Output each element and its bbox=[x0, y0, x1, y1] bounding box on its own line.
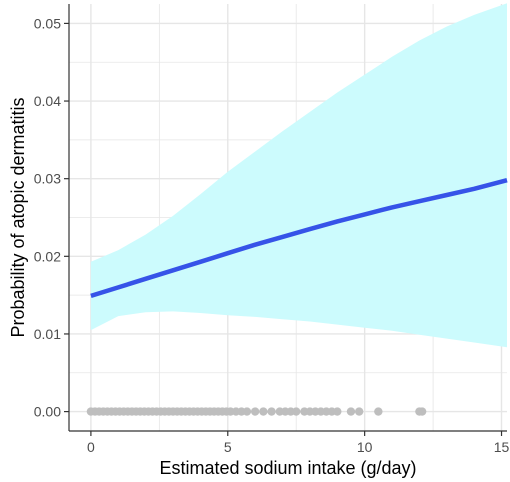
observation-point bbox=[250, 407, 260, 416]
axes bbox=[64, 4, 507, 436]
y-tick-label: 0.04 bbox=[34, 93, 61, 109]
x-tick-label: 0 bbox=[87, 439, 95, 455]
observation-point bbox=[259, 407, 268, 416]
y-tick-label: 0.01 bbox=[34, 326, 61, 342]
x-tick-label: 5 bbox=[224, 439, 232, 455]
x-tick-label: 10 bbox=[357, 439, 373, 455]
observation-point bbox=[333, 407, 342, 416]
observation-point bbox=[374, 407, 383, 416]
observation-point bbox=[292, 407, 301, 416]
y-tick-label: 0.03 bbox=[34, 171, 61, 187]
y-tick-label: 0.00 bbox=[34, 404, 61, 420]
tick-labels: 0 5 10 15 0.00 0.01 0.02 0.03 0.04 0.05 bbox=[34, 15, 510, 455]
observation-point bbox=[267, 407, 276, 416]
observation-point bbox=[346, 407, 356, 416]
fitted-line-layer bbox=[90, 178, 508, 299]
x-axis-title: Estimated sodium intake (g/day) bbox=[159, 458, 416, 478]
y-tick-label: 0.02 bbox=[34, 248, 61, 264]
observation-point bbox=[354, 407, 364, 416]
x-tick-label: 15 bbox=[494, 439, 510, 455]
y-axis-title: Probability of atopic dermatitis bbox=[8, 97, 28, 337]
observation-point bbox=[242, 407, 252, 416]
fitted-line bbox=[90, 178, 508, 299]
observation-points-layer bbox=[86, 407, 427, 416]
observation-point bbox=[417, 407, 427, 416]
y-tick-label: 0.05 bbox=[34, 15, 61, 31]
